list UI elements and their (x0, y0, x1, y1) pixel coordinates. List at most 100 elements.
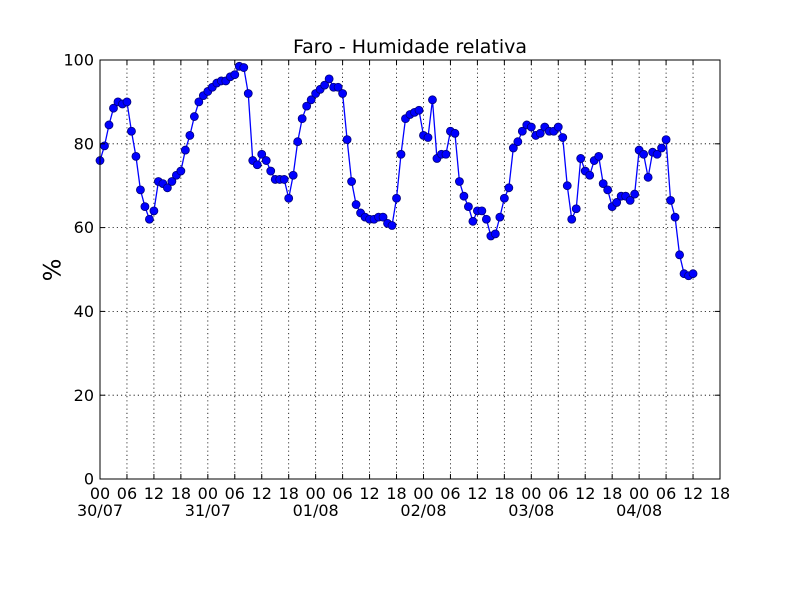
data-point (149, 206, 159, 216)
data-point (513, 137, 523, 147)
data-point (625, 195, 635, 205)
data-point (239, 63, 249, 72)
x-tick-label: 18 (494, 484, 514, 503)
data-point (576, 154, 586, 163)
y-axis-label: % (38, 259, 66, 282)
data-point (477, 206, 487, 216)
data-point (387, 221, 397, 230)
chart-title: Faro - Humidade relativa (293, 36, 527, 58)
data-point (495, 212, 505, 222)
data-point (464, 202, 473, 212)
data-point (288, 170, 298, 180)
data-point (553, 122, 563, 132)
data-point (333, 82, 343, 92)
x-tick-label: 06 (548, 484, 568, 503)
data-point (122, 97, 132, 107)
x-tick-label: 00 (629, 484, 649, 503)
data-point (630, 189, 640, 199)
data-point (670, 212, 680, 222)
data-point (612, 198, 622, 207)
data-point (643, 172, 653, 182)
date-label: 02/08 (400, 501, 446, 520)
y-tick-label: 0 (84, 470, 94, 489)
data-point (396, 149, 406, 159)
x-tick-label: 12 (144, 484, 164, 503)
data-point (261, 156, 271, 165)
x-tick-label: 06 (225, 484, 245, 503)
data-point (504, 183, 514, 193)
data-point (481, 214, 491, 224)
data-point (185, 131, 195, 140)
data-point (526, 122, 536, 132)
data-point (517, 126, 527, 136)
data-point (136, 185, 145, 195)
data-point (189, 112, 199, 121)
data-point (423, 133, 433, 142)
x-tick-label: 00 (305, 484, 325, 503)
data-point (499, 193, 509, 203)
data-point (508, 143, 518, 153)
data-point (675, 250, 684, 260)
data-point (127, 126, 136, 136)
data-point (338, 89, 348, 98)
data-point (441, 149, 451, 159)
x-tick-label: 18 (171, 484, 191, 503)
date-label: 30/07 (77, 501, 123, 520)
y-axis-ticks: 0 20 40 60 80 100 (63, 51, 720, 489)
x-tick-label: 00 (413, 484, 433, 503)
data-point (378, 212, 388, 222)
data-point (598, 179, 608, 189)
data-point (535, 128, 545, 138)
grid-lines (100, 60, 720, 479)
data-point (320, 80, 330, 90)
x-tick-label: 06 (656, 484, 676, 503)
x-tick-label: 12 (575, 484, 595, 503)
data-point (176, 166, 186, 176)
data-point (293, 137, 303, 147)
data-point (657, 143, 666, 153)
x-tick-label: 18 (710, 484, 730, 503)
x-tick-label: 18 (602, 484, 622, 503)
x-tick-label: 12 (252, 484, 272, 503)
data-point (414, 105, 424, 115)
y-tick-label: 80 (74, 134, 94, 153)
data-point (297, 114, 307, 124)
x-tick-label: 06 (440, 484, 460, 503)
data-point (194, 97, 204, 107)
data-point (230, 70, 240, 80)
data-point (180, 145, 190, 155)
data-point (257, 149, 267, 159)
data-point (342, 135, 352, 145)
data-point (252, 160, 262, 170)
data-point (455, 177, 464, 186)
data-point (284, 193, 294, 203)
data-point (459, 191, 469, 201)
data-point (306, 95, 316, 105)
data-point (585, 170, 595, 180)
x-tick-label: 12 (683, 484, 703, 503)
data-point (100, 141, 109, 151)
y-tick-label: 60 (74, 218, 94, 237)
data-point (104, 120, 114, 130)
data-point (279, 175, 289, 184)
date-label: 31/07 (185, 501, 231, 520)
y-tick-label: 100 (63, 51, 94, 70)
data-point (567, 214, 577, 224)
data-point (347, 177, 356, 186)
data-point (302, 101, 312, 111)
data-point (140, 202, 150, 212)
x-tick-label: 00 (90, 484, 110, 503)
data-point (392, 193, 401, 203)
x-tick-label: 18 (386, 484, 406, 503)
date-label: 03/08 (508, 501, 554, 520)
y-tick-label: 20 (74, 386, 94, 405)
data-point (558, 133, 568, 142)
data-point (162, 183, 172, 193)
data-point (145, 214, 154, 224)
date-label: 04/08 (616, 501, 662, 520)
x-tick-label: 06 (332, 484, 352, 503)
data-point (109, 103, 118, 113)
x-axis-date-labels: 30/07 31/07 01/08 02/08 03/08 04/08 (77, 501, 662, 520)
